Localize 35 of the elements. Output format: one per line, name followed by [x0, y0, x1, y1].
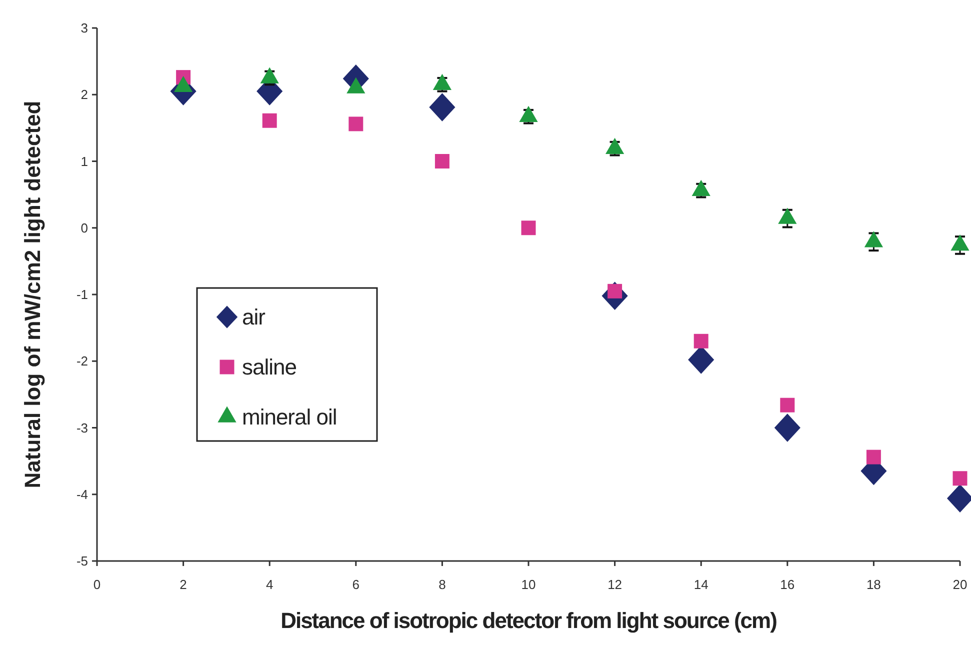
y-tick-label: 3 [80, 20, 88, 36]
point [866, 450, 881, 464]
y-tick-label: 0 [80, 220, 88, 236]
point [780, 398, 795, 412]
x-tick-label: 6 [352, 577, 360, 592]
x-tick-label: 10 [521, 577, 536, 592]
point [694, 334, 708, 348]
y-tick-label: -1 [76, 287, 88, 302]
legend-label: air [242, 304, 266, 330]
legend-label: saline [242, 354, 297, 380]
legend-label: mineral oil [242, 404, 337, 430]
point [429, 93, 456, 122]
y-tick-label: -3 [76, 420, 88, 436]
point [262, 113, 277, 128]
y-tick-label: -2 [76, 354, 88, 369]
y-tick-label: -5 [76, 554, 88, 569]
point [434, 154, 450, 168]
x-tick-label: 2 [180, 577, 187, 592]
x-tick-label: 0 [93, 577, 101, 592]
x-tick-label: 12 [608, 577, 622, 592]
x-tick-label: 20 [952, 577, 968, 592]
x-tick-label: 8 [438, 577, 446, 592]
x-axis-title: Distance of isotropic detector from light source (cm) [280, 608, 778, 633]
point [952, 471, 968, 486]
x-tick-label: 4 [266, 577, 274, 592]
y-axis-title: Natural log of mW/cm2 light detected [20, 100, 45, 488]
y-tick-label: -4 [76, 486, 88, 502]
x-tick-label: 18 [866, 577, 881, 592]
point [521, 220, 536, 236]
point [774, 414, 800, 442]
x-tick-label: 14 [694, 577, 708, 592]
y-tick-label: 1 [80, 154, 88, 169]
point [348, 116, 364, 132]
x-tick-label: 16 [780, 577, 795, 592]
y-tick-label: 2 [80, 87, 88, 102]
